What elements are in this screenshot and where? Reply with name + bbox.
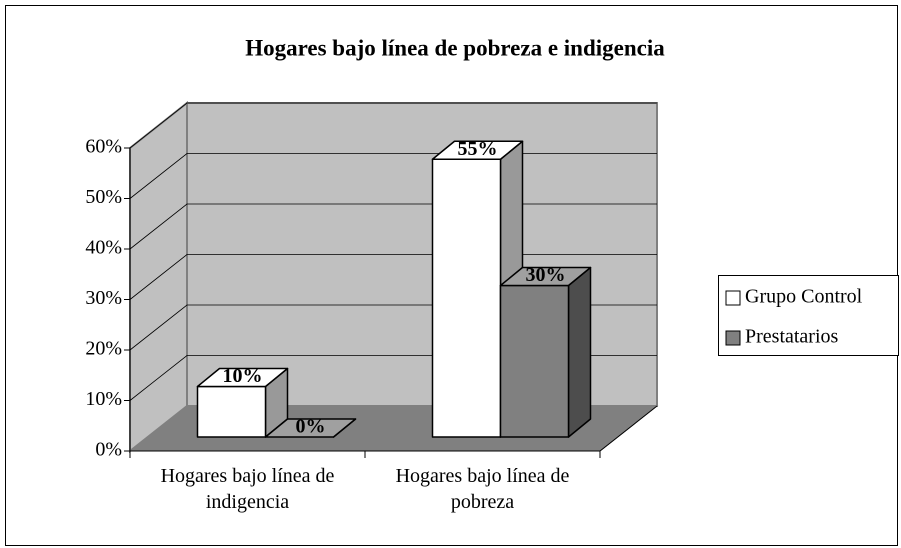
bar-top — [264, 418, 357, 438]
y-tick-label: 50% — [85, 186, 122, 208]
grid-line — [129, 102, 657, 149]
legend-swatch — [725, 330, 741, 346]
value-label: 0% — [296, 416, 326, 438]
floor-edge — [599, 405, 658, 452]
legend-label: Grupo Control — [745, 286, 863, 308]
y-tick-label: 40% — [85, 237, 122, 259]
value-label: 10% — [223, 365, 263, 387]
value-label: 30% — [526, 264, 566, 286]
bar-top — [431, 140, 524, 160]
legend-label: Prestatarios — [745, 326, 839, 348]
bar-top — [499, 266, 592, 287]
bar-side — [567, 266, 592, 438]
chart-title: Hogares bajo línea de pobreza e indigenc… — [245, 35, 665, 60]
y-tick-label: 20% — [85, 338, 122, 360]
legend-swatch — [725, 290, 741, 306]
bar — [196, 385, 267, 438]
x-tick-label: Hogares bajo línea de indigencia — [160, 465, 335, 513]
y-tick-label: 0% — [95, 439, 122, 461]
legend — [718, 275, 899, 356]
y-tick-label: 30% — [85, 287, 122, 309]
y-tick-label: 10% — [85, 388, 122, 410]
bar-top — [196, 367, 289, 388]
bar — [431, 158, 502, 438]
value-label: 55% — [458, 138, 498, 160]
bar — [499, 284, 570, 438]
x-tick-label: Hogares bajo línea de pobreza — [395, 465, 570, 513]
y-tick-label: 60% — [85, 136, 122, 158]
